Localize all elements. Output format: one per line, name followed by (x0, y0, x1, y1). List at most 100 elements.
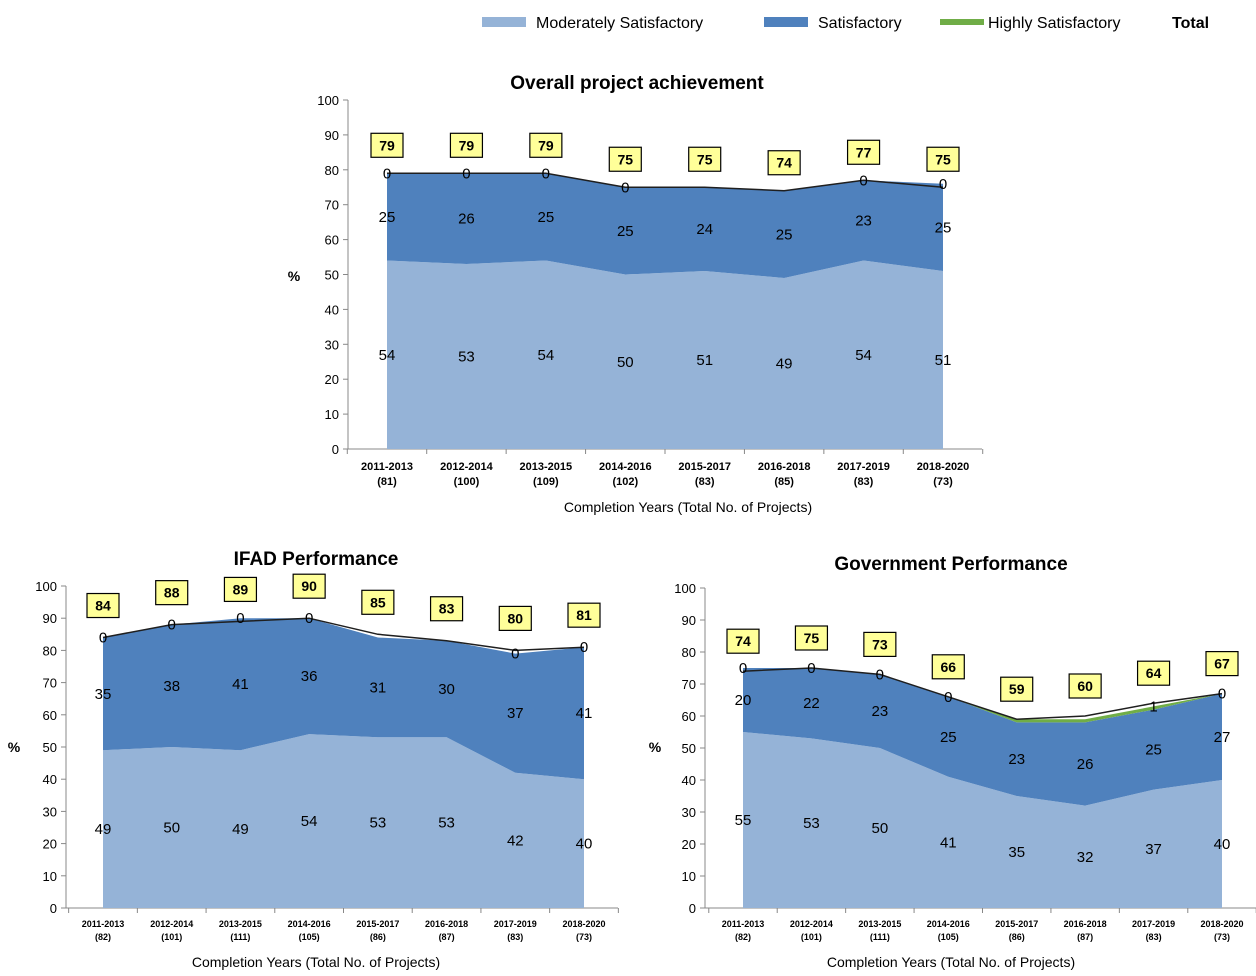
data-label-highly-satisfactory: 0 (621, 179, 629, 196)
total-label: 89 (233, 581, 249, 597)
y-tick-label: 50 (325, 268, 339, 283)
data-label-moderately-satisfactory: 54 (301, 813, 318, 830)
y-tick-label: 80 (325, 163, 339, 178)
data-label-satisfactory: 36 (301, 668, 318, 685)
total-line (387, 172, 944, 192)
x-tick-label: 2011-2013 (361, 461, 413, 473)
x-tick-label: 2017-2019 (494, 919, 537, 929)
x-tick-count: (86) (370, 932, 386, 942)
total-box (794, 625, 829, 651)
area-satisfactory (387, 173, 943, 278)
x-tick-label: 2016-2018 (758, 461, 811, 473)
chart-0: Overall project achievement 0 10 20 30 40 50 60… (288, 73, 984, 515)
data-label-satisfactory: 25 (617, 223, 634, 240)
total-box (1205, 650, 1239, 677)
data-label-satisfactory: 26 (1077, 756, 1094, 773)
y-tick-label: 40 (325, 302, 339, 317)
total-box (292, 573, 326, 599)
x-axis-label: Completion Years (Total No. of Projects) (192, 954, 440, 970)
total-label: 84 (95, 598, 111, 614)
total-box (846, 139, 881, 165)
total-box (429, 596, 464, 622)
data-label-highly-satisfactory: 0 (305, 610, 313, 627)
y-tick-label: 40 (43, 772, 57, 787)
y-tick-label: 80 (682, 645, 696, 660)
x-tick-label: 2012-2014 (150, 919, 193, 929)
y-tick-label: 30 (682, 805, 696, 820)
data-label-highly-satisfactory: 0 (383, 165, 391, 182)
total-label: 88 (164, 585, 180, 601)
total-label: 60 (1077, 678, 1093, 694)
total-box (608, 146, 642, 172)
x-tick-count: (86) (1009, 932, 1025, 942)
data-label-highly-satisfactory: 0 (876, 666, 884, 683)
data-label-highly-satisfactory: 0 (236, 610, 244, 627)
x-axis-label: Completion Years (Total No. of Projects) (564, 499, 812, 515)
data-label-moderately-satisfactory: 35 (1008, 844, 1025, 861)
x-tick-label: 2013-2015 (219, 919, 262, 929)
data-label-moderately-satisfactory: 49 (776, 355, 793, 372)
y-tick-label: 40 (682, 773, 696, 788)
data-label-satisfactory: 22 (803, 695, 820, 712)
y-tick-label: 10 (325, 407, 339, 422)
chart-2: Government Performance010203040506070809… (649, 554, 1256, 970)
charts: Overall project achievement 0 10 20 30 40 50 60… (8, 73, 1256, 970)
y-tick-label: 100 (35, 579, 57, 594)
data-label-satisfactory: 25 (379, 209, 396, 226)
data-label-satisfactory: 37 (507, 705, 524, 722)
x-tick-count: (100) (454, 476, 480, 488)
y-axis-label: % (288, 268, 301, 284)
total-box (1136, 660, 1171, 686)
data-label-highly-satisfactory: 0 (859, 172, 867, 189)
total-label: 79 (459, 137, 475, 153)
x-tick-count: (87) (1077, 932, 1093, 942)
data-label-moderately-satisfactory: 32 (1077, 849, 1094, 866)
data-label-satisfactory: 31 (370, 679, 387, 696)
data-label-moderately-satisfactory: 50 (163, 820, 180, 837)
total-label: 73 (872, 636, 888, 652)
data-label-moderately-satisfactory: 41 (940, 834, 957, 851)
x-tick-count: (105) (299, 932, 320, 942)
total-line (742, 667, 1223, 720)
data-label-moderately-satisfactory: 42 (507, 832, 524, 849)
x-tick-label: 2015-2017 (995, 919, 1038, 929)
total-label: 75 (617, 151, 633, 167)
total-label: 75 (697, 151, 713, 167)
x-axis-label: Completion Years (Total No. of Projects) (827, 954, 1075, 970)
x-tick-label: 2017-2019 (837, 461, 890, 473)
data-label-satisfactory: 25 (776, 226, 793, 243)
x-tick-count: (101) (801, 932, 822, 942)
area-moderately-satisfactory (103, 734, 584, 908)
total-box (155, 580, 189, 606)
total-box (86, 592, 120, 619)
legend-total-label: Total (1172, 15, 1209, 32)
data-label-satisfactory: 35 (95, 686, 112, 703)
legend-label-1: Satisfactory (818, 15, 902, 32)
total-label: 74 (735, 633, 751, 649)
x-tick-count: (73) (1214, 932, 1230, 942)
x-tick-count: (73) (933, 476, 953, 488)
total-label: 79 (379, 137, 395, 153)
y-tick-label: 50 (43, 740, 57, 755)
x-tick-count: (87) (439, 932, 455, 942)
x-tick-count: (102) (612, 476, 638, 488)
chart-title: IFAD Performance (234, 549, 399, 570)
area-satisfactory (743, 668, 1222, 806)
x-tick-count: (83) (695, 476, 715, 488)
y-tick-label: 90 (682, 613, 696, 628)
data-label-highly-satisfactory: 0 (580, 639, 588, 656)
legend-swatch-0 (482, 17, 526, 27)
x-tick-label: 2012-2014 (790, 919, 833, 929)
x-tick-label: 2018-2020 (1200, 919, 1243, 929)
area-moderately-satisfactory (387, 260, 943, 449)
data-label-highly-satisfactory: 0 (944, 689, 952, 706)
data-label-highly-satisfactory: 0 (1218, 686, 1226, 703)
data-label-satisfactory: 23 (1008, 751, 1025, 768)
y-tick-label: 10 (43, 869, 57, 884)
total-box (863, 631, 897, 658)
data-label-satisfactory: 20 (735, 692, 752, 709)
chart-title: Overall project achievement (510, 73, 764, 94)
x-tick-label: 2013-2015 (520, 461, 573, 473)
data-label-highly-satisfactory: 0 (99, 630, 107, 647)
